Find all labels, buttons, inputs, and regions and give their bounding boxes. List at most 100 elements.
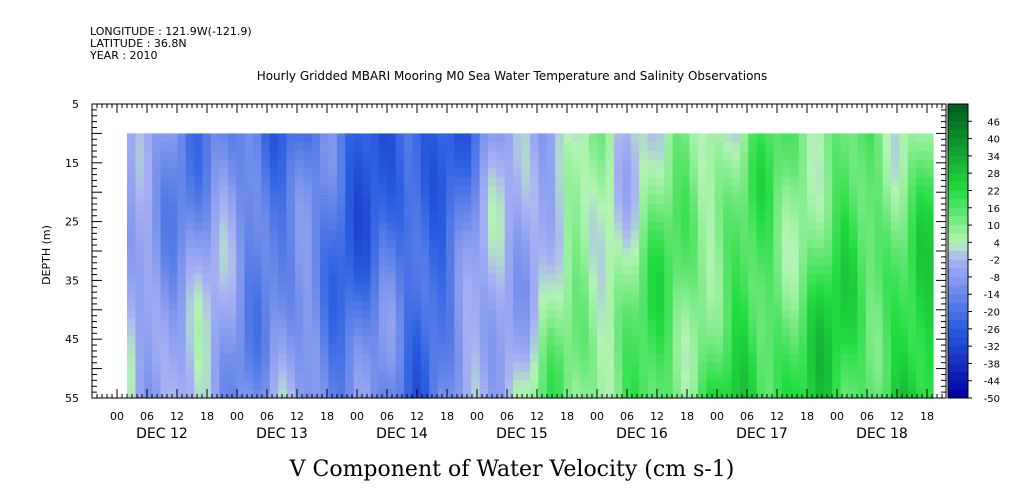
heatmap-cell <box>210 389 220 399</box>
heatmap-cell <box>882 239 892 249</box>
heatmap-cell <box>412 195 422 205</box>
heatmap-cell <box>479 151 489 161</box>
heatmap-cell <box>345 327 355 337</box>
heatmap-cell <box>605 177 615 187</box>
heatmap-cell <box>899 371 909 381</box>
heatmap-cell <box>874 186 884 196</box>
heatmap-cell <box>807 345 817 355</box>
heatmap-cell <box>605 256 615 267</box>
heatmap-cell <box>731 309 741 320</box>
heatmap-cell <box>723 345 733 355</box>
heatmap-cell <box>437 133 447 143</box>
heatmap-cell <box>613 389 623 399</box>
heatmap-cell <box>320 142 330 152</box>
heatmap-cell <box>412 142 422 152</box>
heatmap-cell <box>504 292 514 302</box>
heatmap-cell <box>252 265 262 276</box>
heatmap-cell <box>546 195 556 205</box>
heatmap-cell <box>916 203 926 214</box>
heatmap-cell <box>311 292 321 302</box>
heatmap-cell <box>865 212 875 223</box>
heatmap-cell <box>395 265 405 276</box>
heatmap-cell <box>613 283 623 293</box>
heatmap-cell <box>378 362 388 373</box>
heatmap-cell <box>907 239 917 249</box>
heatmap-cell <box>781 159 791 170</box>
colorbar-swatch <box>948 372 968 382</box>
heatmap-cell <box>336 186 346 196</box>
heatmap-cell <box>840 212 850 223</box>
heatmap-cell <box>454 177 464 187</box>
heatmap-cell <box>152 336 162 346</box>
heatmap-cell <box>370 389 380 399</box>
heatmap-cell <box>387 203 397 214</box>
heatmap-cell <box>252 230 262 240</box>
heatmap-cell <box>504 168 514 179</box>
heatmap-cell <box>823 212 833 223</box>
heatmap-cell <box>504 283 514 293</box>
heatmap-cell <box>823 309 833 320</box>
heatmap-cell <box>320 274 330 284</box>
heatmap-cell <box>336 212 346 223</box>
heatmap-cell <box>857 380 867 390</box>
heatmap-cell <box>832 362 842 373</box>
heatmap-cell <box>412 212 422 223</box>
heatmap-cell <box>446 195 456 205</box>
heatmap-cell <box>227 283 237 293</box>
heatmap-cell <box>143 186 153 196</box>
heatmap-cell <box>655 318 665 329</box>
heatmap-cell <box>832 221 842 232</box>
heatmap-cell <box>210 265 220 276</box>
heatmap-cell <box>647 186 657 196</box>
heatmap-cell <box>597 186 607 196</box>
heatmap-cell <box>278 380 288 390</box>
heatmap-cell <box>664 389 674 399</box>
heatmap-cell <box>849 371 859 381</box>
heatmap-cell <box>261 142 271 152</box>
heatmap-cell <box>781 177 791 187</box>
heatmap-cell <box>269 133 279 143</box>
heatmap-cell <box>882 203 892 214</box>
heatmap-cell <box>924 256 934 267</box>
heatmap-cell <box>857 371 867 381</box>
heatmap-cell <box>202 168 212 179</box>
heatmap-cell <box>773 177 783 187</box>
heatmap-cell <box>882 300 892 311</box>
heatmap-cell <box>252 380 262 390</box>
heatmap-cell <box>320 336 330 346</box>
heatmap-cell <box>219 133 229 143</box>
heatmap-cell <box>924 230 934 240</box>
heatmap-cell <box>261 327 271 337</box>
heatmap-cell <box>177 195 187 205</box>
heatmap-cell <box>664 318 674 329</box>
heatmap-cell <box>689 212 699 223</box>
heatmap-cell <box>555 336 565 346</box>
heatmap-cell <box>865 371 875 381</box>
heatmap-cell <box>143 389 153 399</box>
heatmap-cell <box>840 248 850 258</box>
heatmap-cell <box>127 159 136 170</box>
heatmap-cell <box>588 300 598 311</box>
heatmap-cell <box>597 256 607 267</box>
heatmap-cell <box>538 186 548 196</box>
heatmap-cell <box>387 239 397 249</box>
heatmap-cell <box>345 345 355 355</box>
heatmap-cell <box>370 168 380 179</box>
x-day-label: DEC 14 <box>376 426 428 442</box>
heatmap-cell <box>278 345 288 355</box>
heatmap-cell <box>252 389 262 399</box>
heatmap-cell <box>546 380 556 390</box>
heatmap-cell <box>404 168 414 179</box>
heatmap-cell <box>647 327 657 337</box>
heatmap-cell <box>219 195 229 205</box>
heatmap-cell <box>630 309 640 320</box>
heatmap-cell <box>471 248 481 258</box>
heatmap-cell <box>395 221 405 232</box>
heatmap-cell <box>504 248 514 258</box>
heatmap-cell <box>194 159 204 170</box>
x-hour-label: 12 <box>170 410 184 423</box>
heatmap-cell <box>874 380 884 390</box>
heatmap-cell <box>471 389 481 399</box>
heatmap-cell <box>664 274 674 284</box>
heatmap-cell <box>521 300 531 311</box>
